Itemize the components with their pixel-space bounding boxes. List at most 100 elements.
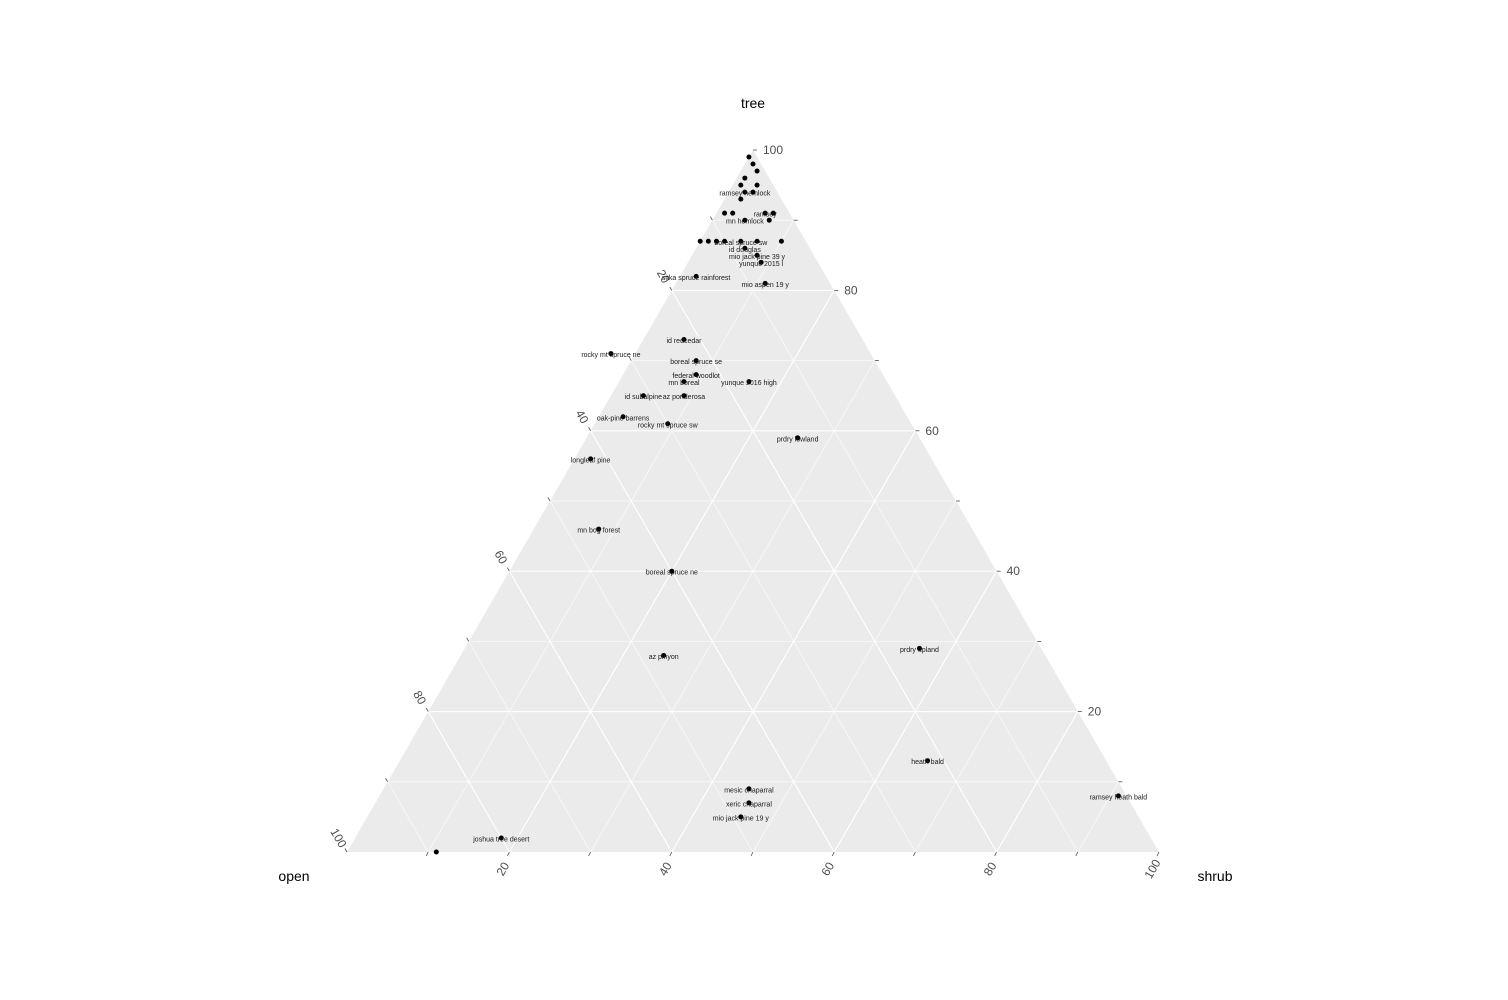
tick-mark-open xyxy=(344,848,348,853)
tick-label-shrub: 100 xyxy=(1141,857,1163,882)
tick-label-tree: 20 xyxy=(1088,705,1102,719)
point-label: ramsey heath bald xyxy=(1090,794,1148,801)
point-label: az pinyon xyxy=(649,654,679,661)
tick-label-open: 20 xyxy=(654,267,673,286)
point-label: oak-pine barrens xyxy=(597,415,650,422)
tick-label-shrub: 60 xyxy=(818,859,837,878)
tick-mark-shrub xyxy=(913,851,916,857)
point-label: heath bald xyxy=(911,759,944,766)
point-label: federal woodlot xyxy=(672,373,720,380)
data-point: mio aspen 19 y xyxy=(741,280,789,289)
point-label: sitka spruce rainforest xyxy=(662,275,731,282)
data-point xyxy=(754,168,760,174)
data-point: longleaf pine xyxy=(571,456,611,464)
point-marker xyxy=(620,414,626,420)
tick-mark-shrub xyxy=(588,851,591,857)
point-marker xyxy=(693,372,699,378)
data-point: boreal spruce sw xyxy=(714,238,768,247)
tick-label-tree: 40 xyxy=(1007,564,1021,578)
tick-label-shrub: 80 xyxy=(981,859,1000,878)
gridline-open xyxy=(508,570,673,853)
data-point xyxy=(738,182,744,188)
tick-mark-shrub xyxy=(425,851,429,857)
point-marker xyxy=(750,161,756,167)
data-point: mio jack pine 19 y xyxy=(713,814,770,822)
point-label: az ponderosa xyxy=(663,394,706,401)
data-point: id douglas xyxy=(729,245,761,254)
tick-label-tree: 80 xyxy=(844,283,858,297)
tick-label-open: 40 xyxy=(573,408,592,427)
data-point xyxy=(766,217,772,223)
point-label: yunque 2015 l xyxy=(739,261,783,268)
data-point xyxy=(742,175,748,181)
tick-label-tree: 100 xyxy=(763,143,783,157)
point-label: boreal spruce se xyxy=(670,359,722,366)
point-marker xyxy=(1115,793,1121,799)
tick-mark-shrub xyxy=(669,851,673,857)
point-marker xyxy=(661,652,667,658)
point-label: yunque 2016 high xyxy=(721,380,777,387)
point-marker xyxy=(746,800,752,806)
tick-mark-open xyxy=(425,707,429,712)
data-point: prdry upland xyxy=(900,645,939,654)
tick-mark-open xyxy=(507,567,510,572)
gridline-shrub xyxy=(915,641,1038,853)
point-label: mio aspen 19 y xyxy=(741,282,789,289)
point-marker xyxy=(588,456,594,462)
gridline-open xyxy=(387,781,429,853)
data-point: yunque 2015 l xyxy=(739,259,784,268)
point-label: mio jack pine 39 y xyxy=(729,254,786,261)
point-marker xyxy=(746,379,752,385)
gridline-open xyxy=(427,711,510,853)
data-point: rocky mt spruce ne xyxy=(581,351,641,359)
point-marker xyxy=(778,238,784,244)
point-marker xyxy=(665,421,671,427)
data-point xyxy=(705,238,711,244)
point-label: id redcedar xyxy=(666,338,702,345)
data-point: boreal spruce ne xyxy=(646,568,698,577)
point-marker xyxy=(754,168,760,174)
point-marker xyxy=(697,238,703,244)
gridline-shrub xyxy=(1077,781,1119,853)
gridline-shrub xyxy=(996,711,1079,853)
tick-mark-shrub xyxy=(507,851,510,857)
point-marker xyxy=(742,217,748,223)
point-label: mio jack pine 19 y xyxy=(713,815,770,822)
data-point: xeric chaparral xyxy=(726,800,772,808)
point-marker xyxy=(746,154,752,160)
tick-mark-open xyxy=(628,356,632,361)
point-label: id douglas xyxy=(729,247,761,254)
point-marker xyxy=(693,358,699,364)
data-point: mn bog forest xyxy=(577,526,620,535)
data-point: yunque 2016 high xyxy=(721,379,777,387)
data-point: mn boreal xyxy=(668,379,700,387)
point-marker xyxy=(742,175,748,181)
point-marker xyxy=(681,379,687,385)
data-point: id redcedar xyxy=(666,337,702,345)
point-label: prdry lowland xyxy=(777,436,819,443)
point-marker xyxy=(758,259,764,265)
data-point: az pinyon xyxy=(649,652,679,661)
point-marker xyxy=(693,273,699,279)
tick-label-tree: 60 xyxy=(925,424,939,438)
tick-mark-shrub xyxy=(1075,851,1079,857)
data-point xyxy=(738,196,744,202)
point-label: boreal spruce sw xyxy=(714,240,768,247)
point-label: mn boreal xyxy=(668,380,700,387)
tick-mark-shrub xyxy=(994,851,997,857)
data-point: heath bald xyxy=(911,758,944,766)
tick-label-shrub: 20 xyxy=(494,859,513,878)
data-point: ramsey xyxy=(754,210,777,219)
data-point: mesic chaparral xyxy=(724,786,774,794)
tick-label-open: 100 xyxy=(327,826,349,851)
point-marker xyxy=(608,351,614,357)
point-label: id subalpine xyxy=(625,394,662,401)
gridline-open xyxy=(712,220,1079,853)
point-marker xyxy=(754,238,760,244)
data-point xyxy=(746,154,752,160)
data-point: az ponderosa xyxy=(663,393,706,401)
point-marker xyxy=(730,210,736,216)
point-marker xyxy=(433,849,439,855)
tick-label-shrub: 40 xyxy=(656,859,675,878)
